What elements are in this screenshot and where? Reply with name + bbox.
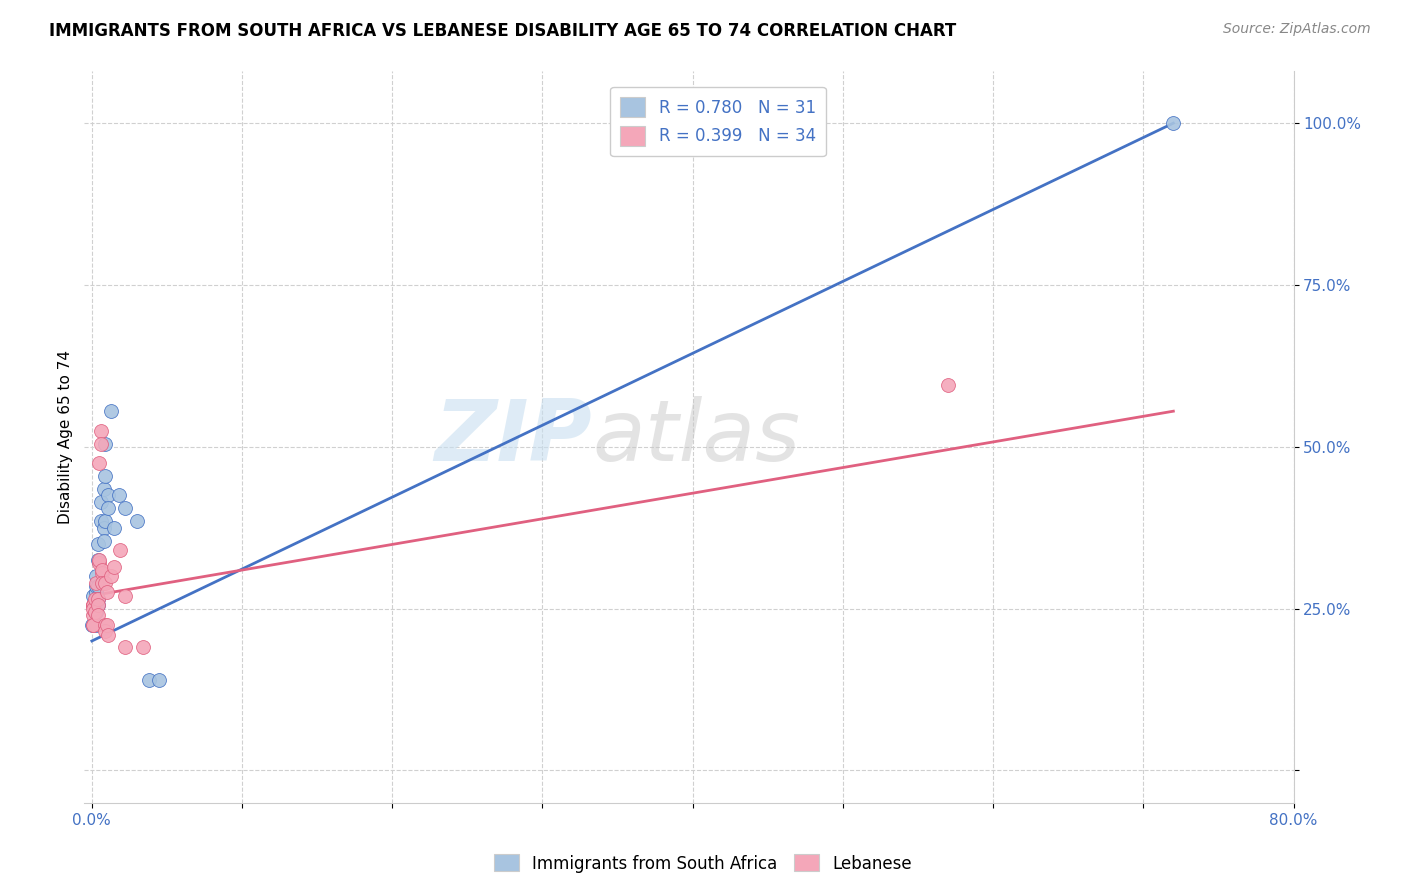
Point: [93, 521, 115, 535]
Point: [82, 599, 104, 613]
Point: [94, 469, 117, 483]
Point: [94, 514, 117, 528]
Point: [148, 673, 170, 687]
Point: [87, 579, 110, 593]
Point: [94, 575, 117, 590]
Point: [936, 378, 959, 392]
Point: [89, 553, 111, 567]
Point: [83, 605, 105, 619]
Point: [83, 605, 105, 619]
Text: atlas: atlas: [592, 395, 800, 479]
Point: [82, 617, 104, 632]
Point: [97, 488, 120, 502]
Point: [91, 566, 114, 580]
Point: [90, 424, 112, 438]
Point: [1163, 116, 1185, 130]
Point: [89, 557, 111, 571]
Point: [97, 627, 120, 641]
Point: [87, 553, 110, 567]
Point: [87, 608, 110, 623]
Point: [93, 533, 115, 548]
Point: [114, 640, 136, 655]
Point: [96, 585, 118, 599]
Point: [87, 537, 110, 551]
Point: [86, 579, 108, 593]
Point: [103, 521, 125, 535]
Point: [82, 599, 104, 613]
Point: [114, 589, 136, 603]
Point: [110, 543, 132, 558]
Point: [138, 673, 160, 687]
Point: [91, 575, 114, 590]
Point: [94, 436, 117, 450]
Y-axis label: Disability Age 65 to 74: Disability Age 65 to 74: [58, 350, 73, 524]
Point: [100, 404, 122, 418]
Point: [82, 601, 104, 615]
Point: [82, 589, 104, 603]
Point: [86, 605, 108, 619]
Point: [89, 456, 111, 470]
Legend: R = 0.780   N = 31, R = 0.399   N = 34: R = 0.780 N = 31, R = 0.399 N = 34: [610, 87, 825, 156]
Point: [125, 514, 148, 528]
Text: Source: ZipAtlas.com: Source: ZipAtlas.com: [1223, 22, 1371, 37]
Point: [87, 599, 110, 613]
Point: [94, 617, 117, 632]
Point: [97, 501, 120, 516]
Point: [87, 599, 110, 613]
Point: [82, 599, 104, 613]
Text: IMMIGRANTS FROM SOUTH AFRICA VS LEBANESE DISABILITY AGE 65 TO 74 CORRELATION CHA: IMMIGRANTS FROM SOUTH AFRICA VS LEBANESE…: [49, 22, 956, 40]
Point: [86, 585, 108, 599]
Point: [108, 488, 131, 502]
Point: [86, 569, 108, 583]
Point: [93, 482, 115, 496]
Point: [83, 591, 105, 606]
Point: [96, 617, 118, 632]
Point: [100, 569, 122, 583]
Point: [90, 514, 112, 528]
Point: [86, 617, 108, 632]
Point: [82, 617, 104, 632]
Point: [82, 608, 104, 623]
Point: [90, 495, 112, 509]
Point: [103, 559, 125, 574]
Point: [114, 501, 136, 516]
Point: [90, 436, 112, 450]
Point: [91, 563, 114, 577]
Point: [94, 624, 117, 639]
Point: [80, 617, 103, 632]
Legend: Immigrants from South Africa, Lebanese: Immigrants from South Africa, Lebanese: [488, 847, 918, 880]
Point: [132, 640, 155, 655]
Point: [87, 591, 110, 606]
Point: [86, 575, 108, 590]
Point: [87, 591, 110, 606]
Text: ZIP: ZIP: [434, 395, 592, 479]
